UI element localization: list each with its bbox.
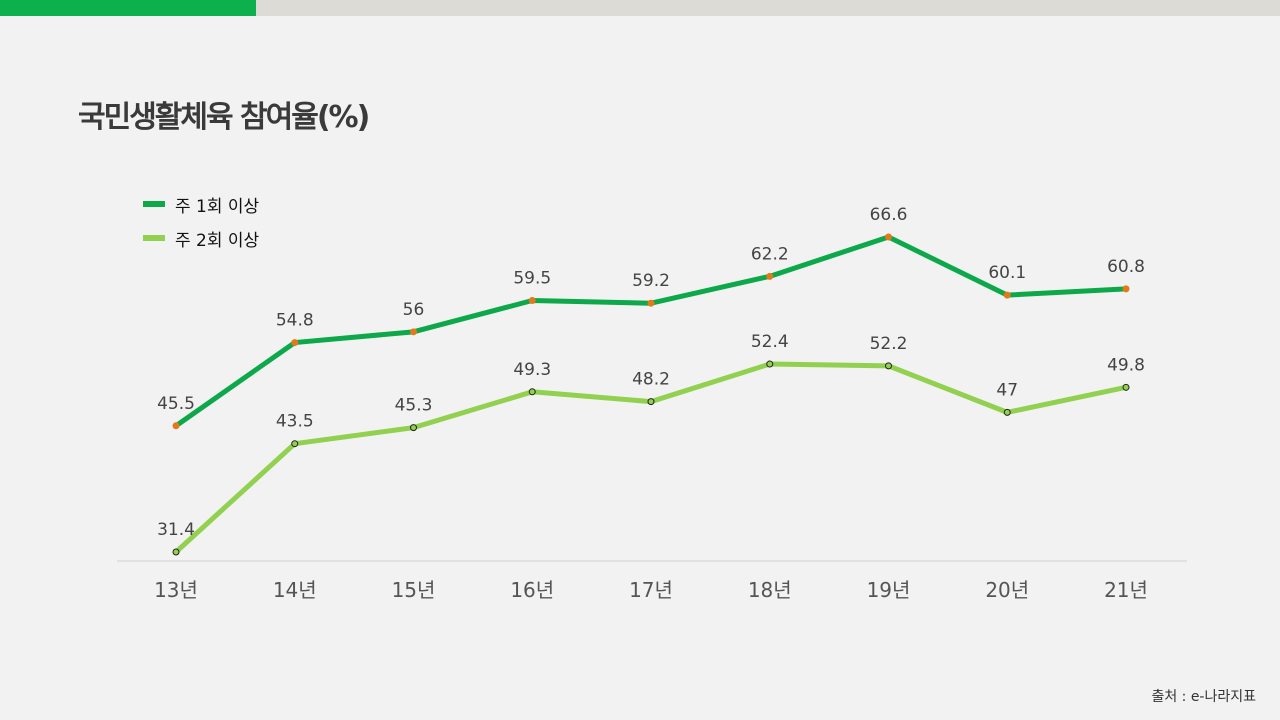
x-tick-label: 19년 [867, 578, 911, 602]
page-title: 국민생활체육 참여율(%) [78, 100, 370, 135]
data-label-series-2: 31.4 [157, 520, 195, 540]
x-tick-label: 16년 [510, 578, 554, 602]
series-line-2 [173, 361, 1129, 555]
data-label-series-1: 54.8 [276, 311, 314, 331]
data-point-series-1 [885, 233, 892, 241]
x-tick-label: 14년 [273, 578, 317, 602]
top-bar-accent [0, 0, 256, 16]
data-label-series-2: 52.2 [870, 334, 908, 354]
legend-label-series-2: 주 2회 이상 [175, 230, 260, 251]
legend-swatch-series-2 [143, 235, 165, 241]
legend-item-series-2: 주 2회 이상 [143, 224, 259, 252]
legend-swatch-series-1 [143, 201, 165, 207]
x-tick-label: 18년 [748, 578, 792, 602]
x-tick-label: 17년 [629, 578, 673, 602]
data-point-series-2 [172, 548, 180, 556]
data-label-series-1: 62.2 [751, 244, 789, 264]
data-point-series-1 [647, 299, 655, 307]
data-point-series-2 [766, 360, 774, 368]
x-tick-label: 15년 [392, 578, 436, 602]
data-label-series-2: 49.3 [513, 360, 551, 380]
legend-label-series-1: 주 1회 이상 [175, 196, 260, 217]
data-point-series-2 [528, 388, 536, 396]
data-point-series-1 [766, 272, 774, 280]
data-point-series-1 [410, 328, 417, 336]
data-label-series-1: 66.6 [870, 205, 908, 225]
chart-legend: 주 1회 이상 주 2회 이상 [143, 190, 259, 258]
series-line-1 [173, 234, 1129, 429]
data-label-series-2: 43.5 [276, 412, 314, 432]
data-label-series-1: 60.8 [1107, 257, 1145, 277]
data-label-series-2: 49.8 [1107, 355, 1145, 375]
data-point-series-1 [1003, 291, 1011, 299]
x-tick-label: 21년 [1104, 578, 1148, 602]
data-label-series-2: 47 [996, 380, 1018, 400]
source-note: 출처 : e-나라지표 [1151, 689, 1256, 705]
x-tick-label: 13년 [154, 578, 198, 602]
data-label-series-2: 45.3 [395, 396, 433, 416]
legend-item-series-1: 주 1회 이상 [143, 190, 259, 218]
data-point-series-2 [885, 362, 892, 370]
data-point-series-2 [410, 424, 417, 432]
data-point-series-2 [291, 440, 299, 448]
data-label-series-1: 56 [403, 300, 425, 320]
data-point-series-1 [172, 422, 180, 430]
data-label-series-2: 48.2 [632, 370, 670, 390]
data-point-series-1 [291, 339, 299, 347]
data-point-series-1 [1122, 285, 1130, 293]
x-tick-label: 20년 [985, 578, 1029, 602]
top-bar [0, 0, 1280, 16]
data-point-series-2 [1003, 408, 1011, 416]
data-label-series-1: 60.1 [988, 263, 1026, 283]
data-point-series-2 [647, 398, 655, 406]
data-label-series-1: 59.2 [632, 271, 670, 291]
data-point-series-1 [528, 297, 536, 305]
data-point-series-2 [1122, 383, 1130, 391]
data-label-series-1: 45.5 [157, 394, 195, 414]
data-label-series-1: 59.5 [513, 269, 551, 289]
data-label-series-2: 52.4 [751, 332, 789, 352]
